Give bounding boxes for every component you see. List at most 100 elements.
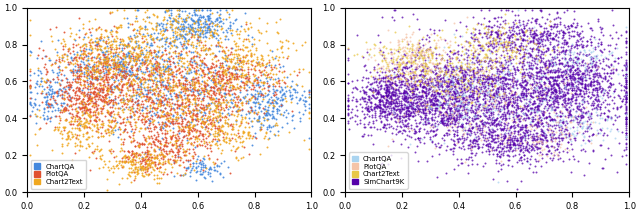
Point [592, 93, 602, 96]
Point [467, 73, 477, 77]
Point [560, 134, 570, 137]
Point [208, 118, 218, 122]
Point [111, 29, 122, 33]
Point [168, 60, 178, 64]
Point [83, 61, 93, 65]
Point [555, 145, 565, 148]
Point [207, 77, 218, 81]
Point [499, 32, 509, 36]
Point [445, 75, 455, 78]
Point [383, 75, 394, 78]
Point [474, 31, 484, 34]
Point [159, 39, 170, 42]
Point [288, 42, 298, 45]
Point [118, 116, 129, 120]
Point [432, 90, 442, 94]
Point [173, 116, 183, 120]
Point [417, 90, 428, 94]
Point [140, 20, 150, 23]
Point [97, 53, 108, 57]
Point [154, 63, 164, 66]
Point [572, 79, 582, 83]
Point [363, 123, 373, 126]
Point [527, 48, 537, 51]
Point [223, 88, 234, 92]
Point [243, 110, 253, 113]
Point [90, 148, 100, 151]
Point [168, 131, 178, 134]
Point [103, 71, 113, 74]
Point [588, 103, 598, 107]
Point [517, 89, 527, 92]
Point [570, 55, 580, 59]
Point [179, 88, 189, 91]
Point [503, 109, 513, 112]
Point [221, 103, 231, 107]
Point [470, 145, 480, 148]
Point [126, 72, 136, 75]
Point [468, 95, 478, 98]
Point [184, 67, 195, 70]
Point [432, 104, 442, 107]
Point [537, 94, 547, 97]
Point [160, 121, 170, 125]
Point [559, 92, 570, 95]
Point [129, 34, 139, 37]
Point [218, 135, 228, 139]
Point [124, 53, 134, 57]
Point [472, 95, 482, 99]
Point [53, 108, 63, 112]
Point [122, 45, 132, 48]
Point [185, 68, 195, 72]
Point [137, 105, 147, 109]
Point [198, 107, 209, 111]
Point [148, 51, 159, 54]
Point [466, 143, 476, 147]
Point [42, 71, 52, 74]
Point [372, 70, 382, 74]
Point [376, 106, 386, 109]
Point [140, 34, 150, 38]
Point [125, 81, 135, 84]
Point [559, 86, 569, 89]
Point [470, 115, 480, 119]
Point [578, 89, 588, 93]
Point [80, 79, 90, 82]
Point [79, 125, 90, 128]
Point [419, 74, 429, 78]
Point [212, 119, 223, 123]
Point [101, 100, 111, 104]
Point [577, 100, 588, 103]
Point [490, 57, 500, 60]
Point [403, 91, 413, 94]
Point [176, 16, 186, 20]
Point [522, 113, 532, 117]
Point [378, 125, 388, 129]
Point [452, 131, 463, 134]
Point [130, 158, 140, 162]
Point [384, 91, 394, 95]
Point [58, 126, 68, 129]
Point [510, 37, 520, 40]
Point [88, 103, 98, 106]
Point [227, 125, 237, 128]
Point [485, 93, 495, 97]
Point [574, 103, 584, 107]
Point [461, 95, 471, 98]
Point [487, 82, 497, 86]
Point [212, 58, 223, 61]
Point [621, 72, 632, 76]
Point [157, 110, 167, 113]
Point [602, 93, 612, 96]
Point [197, 60, 207, 63]
Point [191, 170, 202, 174]
Point [434, 88, 444, 91]
Point [487, 30, 497, 33]
Point [124, 60, 134, 63]
Point [620, 102, 630, 105]
Point [420, 90, 430, 94]
Point [541, 98, 551, 101]
Point [79, 90, 89, 94]
Point [577, 132, 588, 135]
Point [159, 27, 170, 31]
